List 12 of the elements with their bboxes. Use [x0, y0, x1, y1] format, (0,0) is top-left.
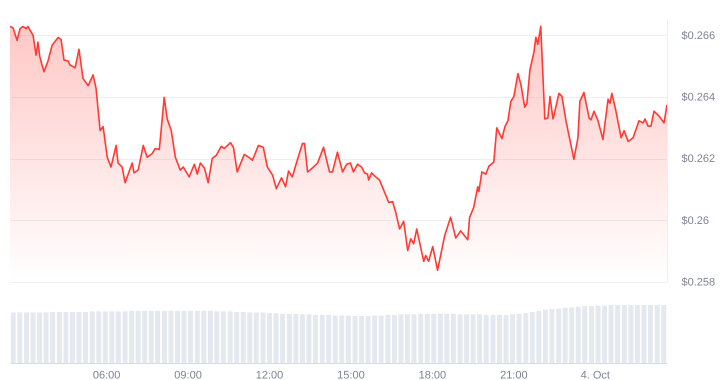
y-tick-label: $0.264: [682, 92, 716, 104]
y-tick-label: $0.266: [682, 30, 716, 42]
y-tick-label: $0.26: [682, 214, 710, 227]
x-tick-label: 15:00: [337, 370, 365, 380]
x-tick-label: 09:00: [174, 370, 202, 380]
y-tick-label: $0.262: [682, 153, 716, 166]
x-tick-label: 21:00: [500, 370, 528, 380]
x-tick-label: 12:00: [256, 370, 284, 380]
x-tick-label: 18:00: [418, 370, 446, 380]
x-tick-label: 4. Oct: [580, 370, 610, 380]
y-tick-label: $0.258: [682, 276, 716, 288]
x-tick-label: 06:00: [92, 370, 120, 380]
